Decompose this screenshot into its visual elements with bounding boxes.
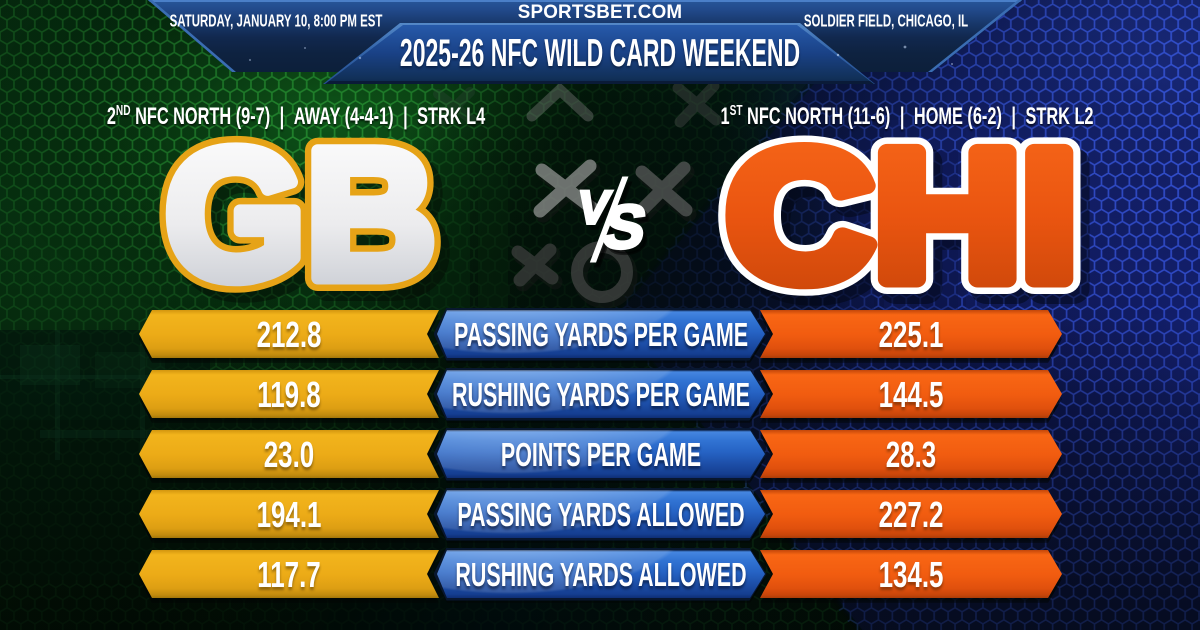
svg-text:CHI: CHI [735, 123, 1086, 329]
svg-text:GB: GB [165, 110, 437, 317]
svg-text:GB: GB [174, 120, 446, 327]
svg-text:CHI: CHI [726, 113, 1077, 319]
svg-text:CHI: CHI [726, 113, 1077, 319]
svg-text:GB: GB [165, 110, 437, 317]
